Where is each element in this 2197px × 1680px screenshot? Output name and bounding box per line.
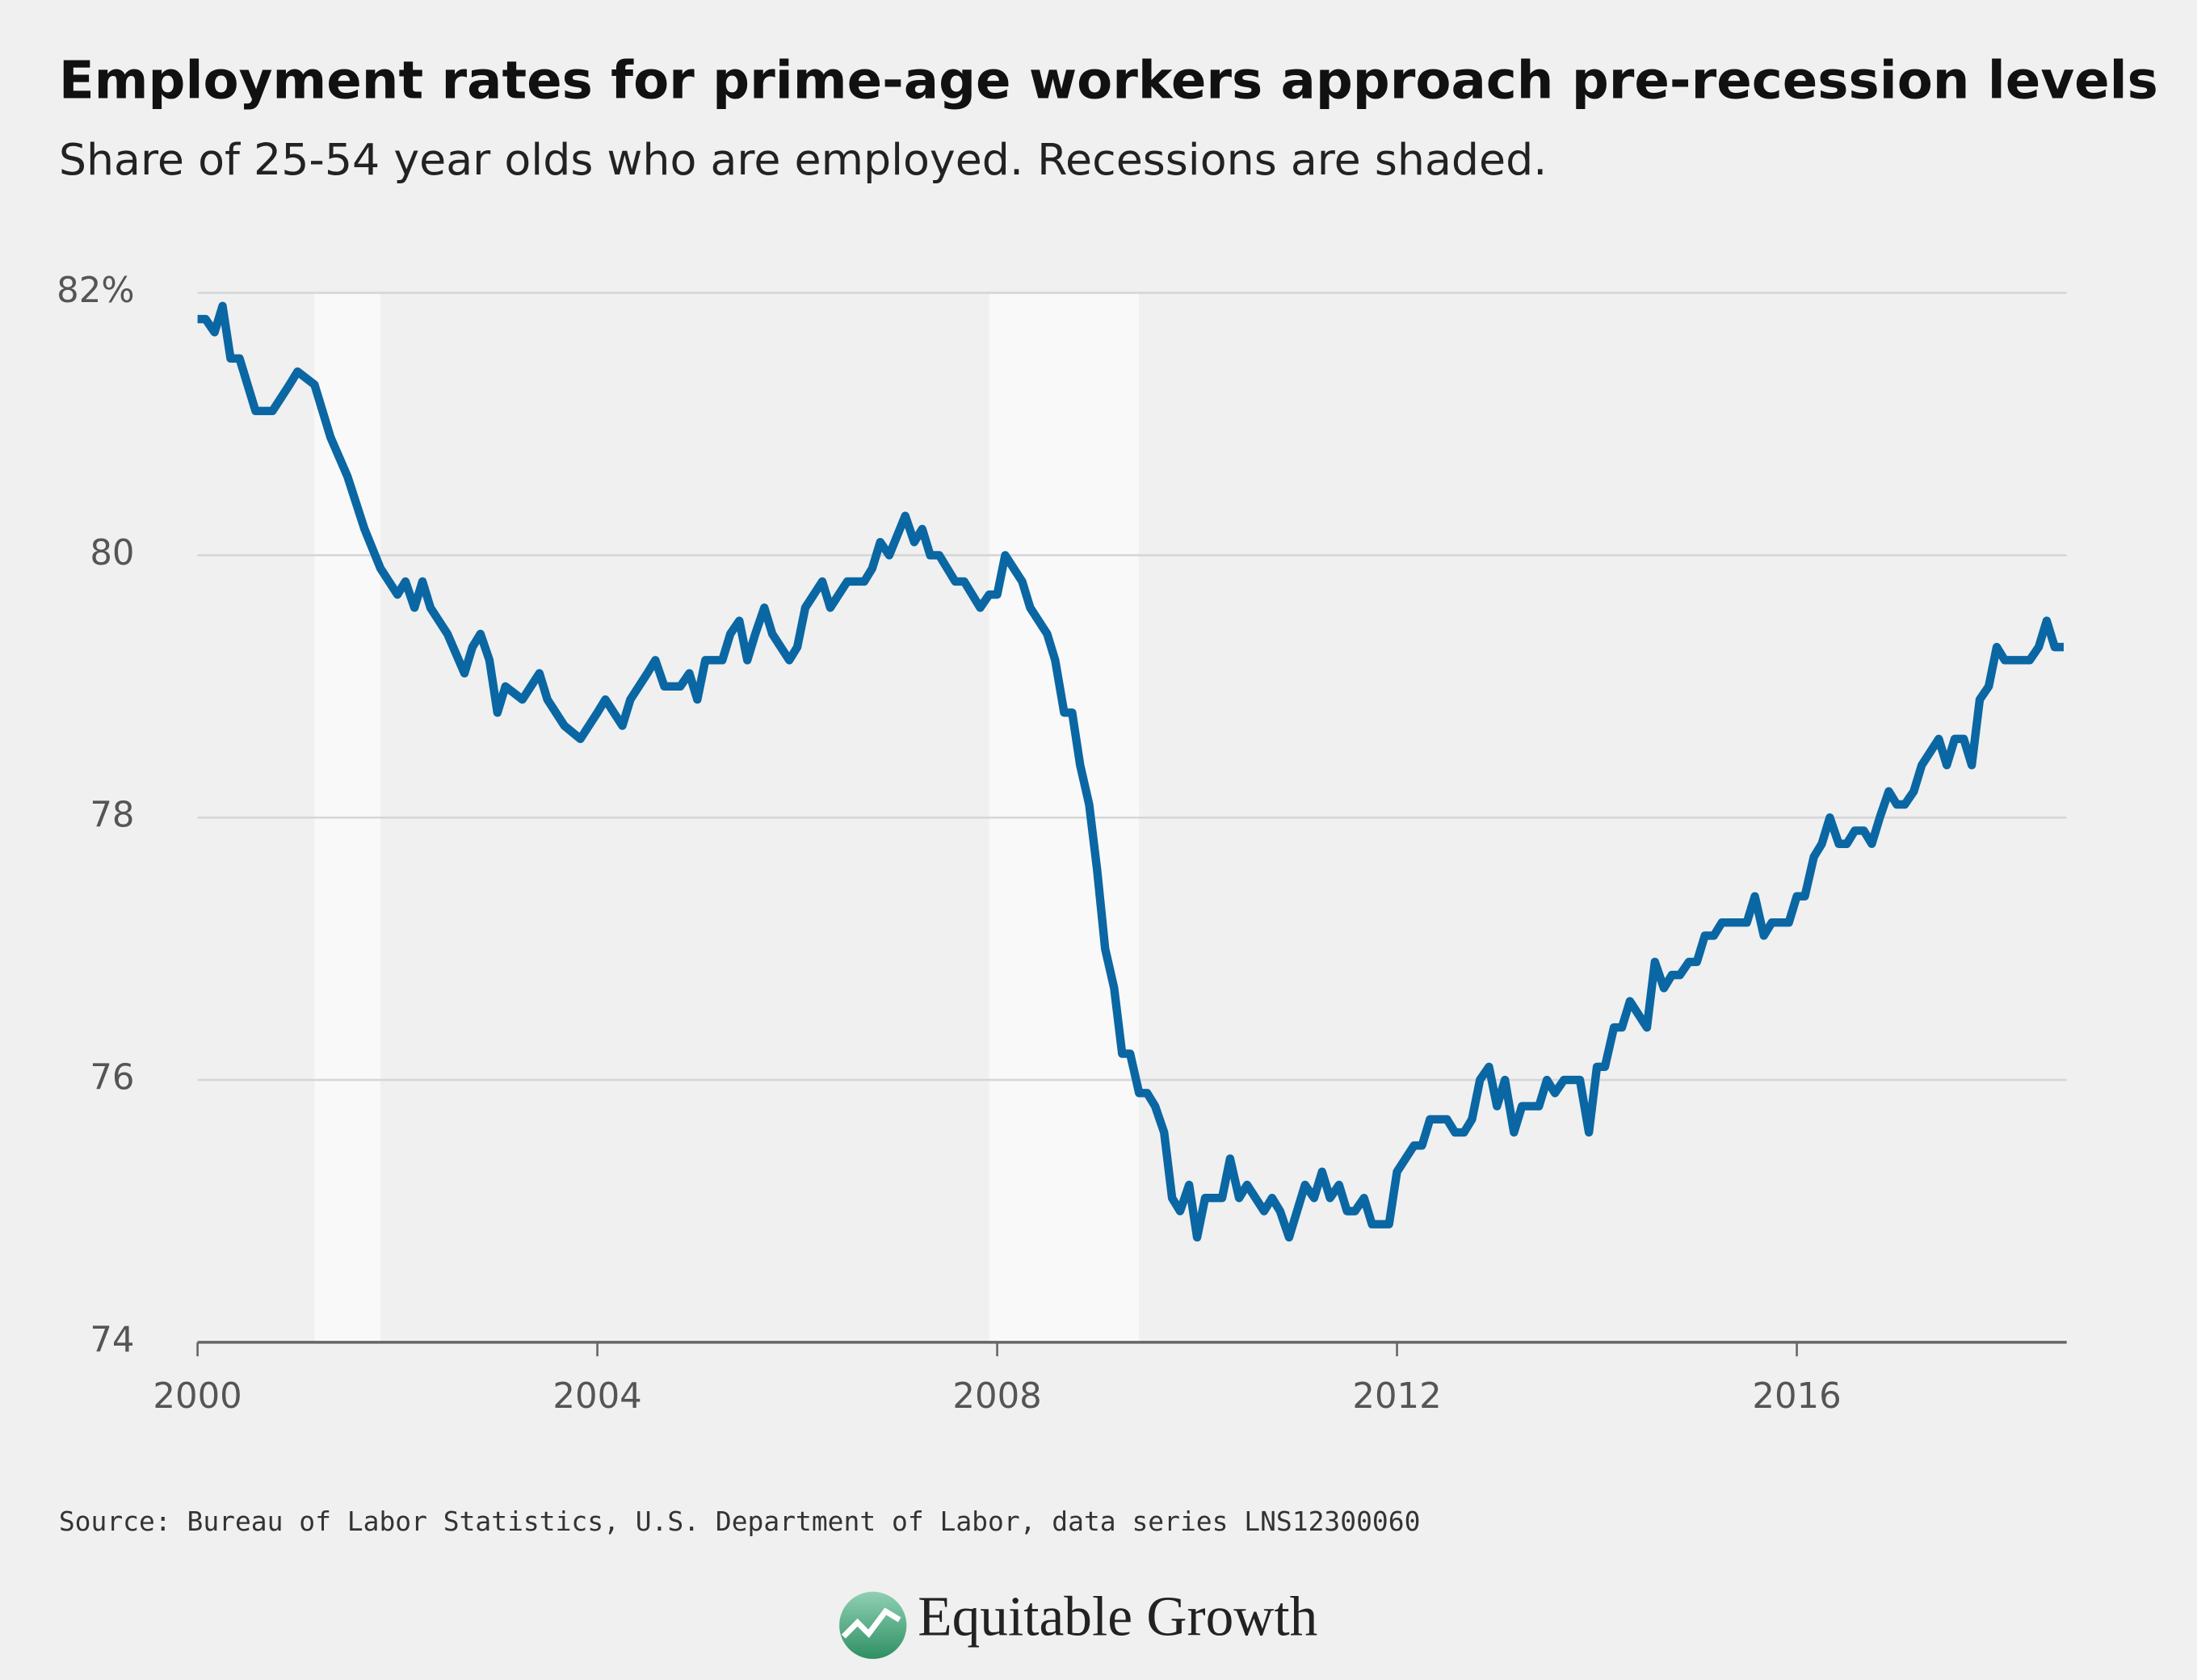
logo-icon <box>839 1591 907 1659</box>
x-tick-label: 2016 <box>1752 1376 1841 1417</box>
y-tick-label: 74 <box>90 1320 134 1360</box>
chart-subtitle: Share of 25-54 year olds who are employe… <box>59 134 1547 185</box>
x-tick-label: 2012 <box>1352 1376 1441 1417</box>
y-tick-label: 78 <box>90 796 134 836</box>
data-line <box>197 301 2064 1242</box>
x-tick-label: 2008 <box>952 1376 1041 1417</box>
x-tick-label: 2000 <box>153 1376 242 1417</box>
y-tick-label: 82% <box>57 271 134 311</box>
x-tick-label: 2004 <box>552 1376 641 1417</box>
source-note: Source: Bureau of Labor Statistics, U.S.… <box>59 1506 1421 1537</box>
y-tick-label: 80 <box>90 533 134 573</box>
chart-title: Employment rates for prime-age workers a… <box>59 51 2158 111</box>
y-tick-label: 76 <box>90 1058 134 1098</box>
logo-text: Equitable Growth <box>918 1586 1317 1648</box>
